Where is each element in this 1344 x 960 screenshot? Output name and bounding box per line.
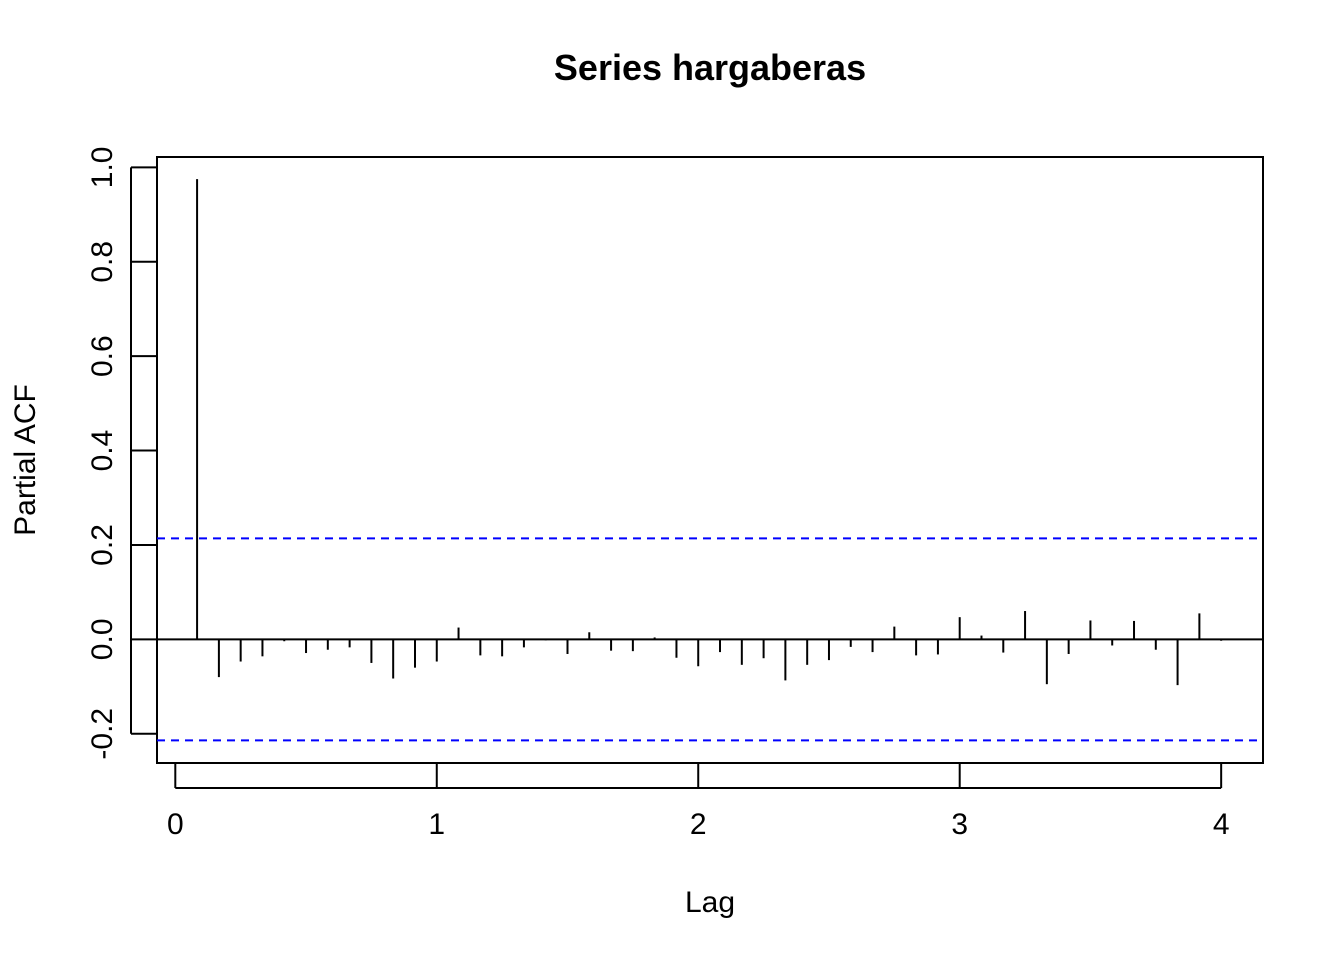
- y-tick-label: 0.6: [86, 335, 119, 377]
- y-tick-label: 0.0: [86, 618, 119, 660]
- x-tick-label: 0: [167, 808, 184, 841]
- y-tick-label: 1.0: [86, 147, 119, 189]
- y-axis-label: Partial ACF: [9, 384, 42, 536]
- x-tick-label: 3: [951, 808, 968, 841]
- x-tick-label: 4: [1213, 808, 1230, 841]
- plot-frame: [156, 156, 1264, 764]
- chart-title: Series hargaberas: [554, 47, 866, 88]
- y-tick-label: 0.8: [86, 241, 119, 283]
- y-tick-label: -0.2: [86, 708, 119, 760]
- confidence-bounds: [157, 537, 1263, 742]
- x-tick-label: 2: [690, 808, 707, 841]
- axes: 0 1 2 3 4 -0.2 0.0 0.2 0.4 0.6 0.8 1.0: [86, 147, 1230, 841]
- x-axis-label: Lag: [685, 886, 735, 919]
- pacf-bars: [196, 179, 1223, 686]
- y-tick-label: 0.2: [86, 524, 119, 566]
- y-tick-label: 0.4: [86, 430, 119, 472]
- x-tick-label: 1: [428, 808, 445, 841]
